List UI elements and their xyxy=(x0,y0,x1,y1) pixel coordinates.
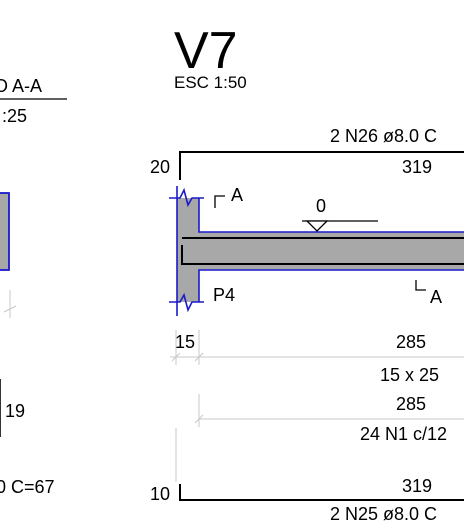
cut-marker-top-symbol xyxy=(214,195,225,208)
top-bar: 2 N26 ø8.0 C 20 319 xyxy=(150,126,464,180)
cut-marker-bottom-label: A xyxy=(430,287,442,307)
cut-marker-bottom: A xyxy=(415,280,442,307)
top-bar-hook-length: 20 xyxy=(150,157,170,177)
support-width-dim: 15 xyxy=(175,332,195,352)
level-label: 0 xyxy=(316,196,326,216)
bottom-bar-line xyxy=(179,484,464,501)
section-scale: :25 xyxy=(2,106,27,126)
beam-outline-bottom xyxy=(198,269,464,302)
top-bar-line xyxy=(179,151,464,180)
cut-marker-top: A xyxy=(214,185,243,208)
cut-marker-top-label: A xyxy=(231,185,243,205)
bottom-bar-label: 2 N25 ø8.0 C xyxy=(330,504,437,524)
top-bar-length: 319 xyxy=(402,157,432,177)
beam-scale: ESC 1:50 xyxy=(174,73,247,92)
bottom-bar-hook-length: 10 xyxy=(150,484,170,504)
section-title: O A-A xyxy=(0,76,42,96)
level-triangle xyxy=(305,220,329,232)
beam-section-dim: 15 x 25 xyxy=(380,365,439,385)
stirrup-span-dim: 285 xyxy=(396,394,426,414)
bottom-bar-length: 319 xyxy=(402,476,432,496)
span-dim: 285 xyxy=(396,332,426,352)
section-concrete xyxy=(0,192,10,271)
break-line-bottom xyxy=(169,292,204,313)
level-mark: 0 xyxy=(302,196,378,232)
section-stirrup-label: 0 C=67 xyxy=(0,477,55,497)
stirrups-label: 24 N1 c/12 xyxy=(360,424,447,444)
support-label: P4 xyxy=(213,285,235,305)
top-bar-label: 2 N26 ø8.0 C xyxy=(330,126,437,146)
dimensions: 15 285 15 x 25 285 24 N1 c/12 xyxy=(170,330,464,482)
beam-outline-top xyxy=(198,198,464,233)
section-a-a-partial: O A-A :25 19 0 C=67 xyxy=(0,76,67,497)
section-height-dim: 19 xyxy=(5,401,25,421)
section-ext-tick xyxy=(3,305,17,313)
break-line-top xyxy=(169,187,204,208)
bottom-bar: 10 319 2 N25 ø8.0 C xyxy=(150,476,464,524)
cut-marker-bottom-symbol xyxy=(415,280,426,291)
beam-rebar xyxy=(181,245,464,265)
beam-elevation xyxy=(169,186,464,316)
beam-title: V7 xyxy=(174,22,238,80)
